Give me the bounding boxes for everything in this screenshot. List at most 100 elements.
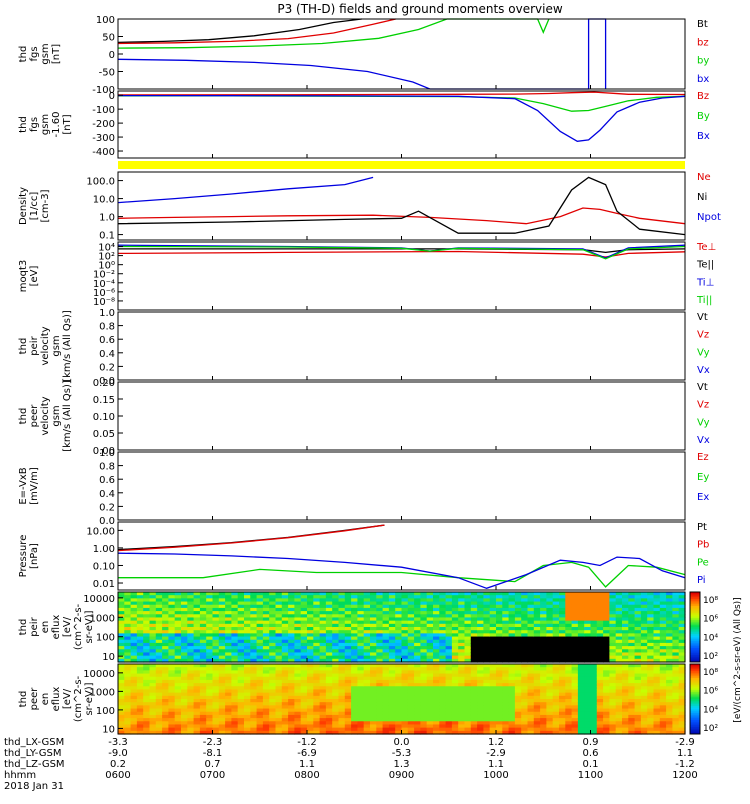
spectrogram-cell xyxy=(262,611,270,615)
spectrogram-cell xyxy=(584,604,592,609)
spectrogram-cell xyxy=(256,708,264,713)
spectrogram-cell xyxy=(464,655,472,660)
spectrogram-cell xyxy=(603,607,610,612)
spectrogram-cell xyxy=(426,598,434,603)
spectrogram-cell xyxy=(445,620,453,625)
spectrogram-cell xyxy=(672,718,680,722)
spectrogram-cell xyxy=(300,633,308,638)
spectrogram-cell xyxy=(552,658,560,663)
spectrogram-cell xyxy=(401,617,409,622)
spectrogram-cell xyxy=(445,649,453,654)
spectrogram-cell xyxy=(540,676,547,681)
spectrogram-cell xyxy=(571,702,579,706)
spectrogram-cell xyxy=(275,686,283,691)
spectrogram-cell xyxy=(496,683,503,687)
spectrogram-cell xyxy=(300,595,308,599)
spectrogram-cell xyxy=(672,627,680,631)
spectrogram-cell xyxy=(395,724,403,729)
spectrogram-cell xyxy=(124,623,132,628)
spectrogram-cell xyxy=(376,636,384,641)
spectrogram-cell xyxy=(666,592,673,596)
spectrogram-cell xyxy=(395,683,403,687)
spectrogram-cell xyxy=(470,689,478,694)
spectrogram-cell xyxy=(609,724,617,729)
spectrogram-cell xyxy=(508,721,516,726)
spectrogram-cell xyxy=(508,636,516,641)
spectrogram-cell xyxy=(275,646,283,650)
spectrogram-cell xyxy=(451,652,459,657)
spectrogram-cell xyxy=(338,673,346,678)
spectrogram-cell xyxy=(451,630,459,634)
spectrogram-cell xyxy=(174,620,182,625)
spectrogram-cell xyxy=(577,724,585,729)
spectrogram-cell xyxy=(577,652,585,657)
spectrogram-cell xyxy=(237,614,245,619)
spectrogram-cell xyxy=(571,633,579,638)
spectrogram-cell xyxy=(262,692,270,697)
spectrogram-cell xyxy=(609,702,617,706)
spectrogram-cell xyxy=(275,730,283,735)
spectrogram-cell xyxy=(527,705,535,710)
spectrogram-cell xyxy=(470,670,478,675)
spectrogram-cell xyxy=(496,620,503,625)
spectrogram-cell xyxy=(433,658,440,663)
spectrogram-cell xyxy=(477,604,484,609)
y-axis-label: velocity xyxy=(40,326,51,365)
spectrogram-cell xyxy=(313,692,321,697)
spectrogram-cell xyxy=(388,686,396,691)
spectrogram-cell xyxy=(155,633,163,638)
spectrogram-cell xyxy=(370,683,377,687)
spectrogram-cell xyxy=(521,727,529,732)
spectrogram-cell xyxy=(199,692,207,697)
x-axis-value: 0.2 xyxy=(110,759,126,770)
spectrogram-cell xyxy=(149,639,157,644)
spectrogram-cell xyxy=(294,721,302,726)
y-axis-label: sr-eV)] xyxy=(84,610,95,643)
spectrogram-cell xyxy=(622,620,629,625)
spectrogram-cell xyxy=(313,699,321,703)
spectrogram-cell xyxy=(344,598,352,603)
spectrogram-cell xyxy=(653,705,661,710)
spectrogram-cell xyxy=(584,649,592,654)
spectrogram-cell xyxy=(584,639,592,644)
spectrogram-cell xyxy=(640,730,648,735)
spectrogram-cell xyxy=(162,623,169,628)
spectrogram-cell xyxy=(244,623,251,628)
spectrogram-cell xyxy=(546,601,554,606)
spectrogram-cell xyxy=(445,679,453,684)
spectrogram-cell xyxy=(162,611,169,615)
spectrogram-cell xyxy=(678,620,686,625)
spectrogram-cell xyxy=(445,658,453,663)
spectrogram-cell xyxy=(546,676,554,681)
spectrogram-cell xyxy=(143,689,151,694)
spectrogram-cell xyxy=(426,711,434,716)
spectrogram-cell xyxy=(672,708,680,713)
spectrogram-cell xyxy=(622,721,629,726)
spectrogram-cell xyxy=(653,683,661,687)
spectrogram-cell xyxy=(571,699,579,703)
spectrogram-cell xyxy=(426,730,434,735)
spectrogram-cell xyxy=(477,592,484,596)
spectrogram-cell xyxy=(584,670,592,675)
spectrogram-cell xyxy=(262,711,270,716)
spectrogram-cell xyxy=(231,718,239,722)
spectrogram-cell xyxy=(464,699,472,703)
spectrogram-cell xyxy=(168,652,176,657)
spectrogram-cell xyxy=(653,730,661,735)
spectrogram-cell xyxy=(502,604,510,609)
spectrogram-cell xyxy=(470,607,478,612)
spectrogram-cell xyxy=(275,718,283,722)
spectrogram-cell xyxy=(250,711,258,716)
spectrogram-cell xyxy=(193,639,201,644)
spectrogram-cell xyxy=(508,649,516,654)
spectrogram-cell xyxy=(199,689,207,694)
spectrogram-cell xyxy=(678,649,686,654)
spectrogram-cell xyxy=(244,646,251,650)
spectrogram-cell xyxy=(615,604,623,609)
spectrogram-cell xyxy=(533,630,541,634)
spectrogram-cell xyxy=(496,652,503,657)
spectrogram-cell xyxy=(237,702,245,706)
spectrogram-cell xyxy=(426,607,434,612)
spectrogram-cell xyxy=(426,708,434,713)
spectrogram-cell xyxy=(395,592,403,596)
